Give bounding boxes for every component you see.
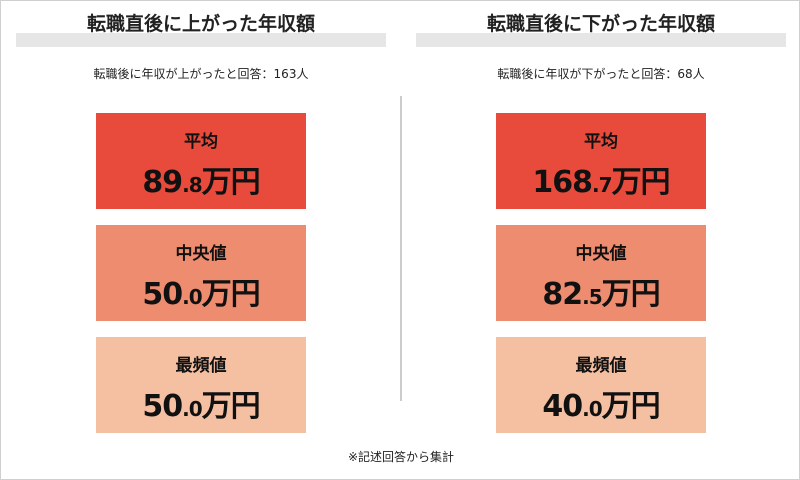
stat-box: 平均 168.7万円 <box>496 113 706 209</box>
stat-unit: 万円 <box>201 389 261 424</box>
stat-value: 50.0万円 <box>96 269 306 313</box>
stat-label: 最頻値 <box>175 356 227 376</box>
stat-value: 82.5万円 <box>496 269 706 313</box>
stat-number: 50.0 <box>142 277 202 312</box>
stat-number: 168.7 <box>532 165 612 200</box>
stat-unit: 万円 <box>201 277 261 312</box>
stat-label: 最頻値 <box>575 356 627 376</box>
panel-title: 転職直後に下がった年収額 <box>486 13 715 35</box>
stat-label: 平均 <box>184 132 218 152</box>
stat-box: 中央値 82.5万円 <box>496 225 706 321</box>
divider <box>400 96 402 401</box>
stat-value: 50.0万円 <box>96 381 306 425</box>
stat-value: 89.8万円 <box>96 157 306 201</box>
stat-label: 中央値 <box>175 244 227 264</box>
stat-unit: 万円 <box>201 165 261 200</box>
stat-box: 平均 89.8万円 <box>96 113 306 209</box>
stat-unit: 万円 <box>611 165 671 200</box>
respondents-note: 転職後に年収が下がったと回答：68人 <box>497 67 705 81</box>
stat-label: 平均 <box>584 132 618 152</box>
footnote: ※記述回答から集計 <box>347 450 455 464</box>
stat-box: 中央値 50.0万円 <box>96 225 306 321</box>
stat-unit: 万円 <box>601 389 661 424</box>
stat-number: 40.0 <box>542 389 602 424</box>
title-bar <box>16 33 386 47</box>
stat-value: 168.7万円 <box>496 157 706 201</box>
respondents-note: 転職後に年収が上がったと回答：163人 <box>93 67 309 81</box>
stat-number: 82.5 <box>542 277 602 312</box>
stat-box: 最頻値 40.0万円 <box>496 337 706 433</box>
stat-value: 40.0万円 <box>496 381 706 425</box>
panel-title: 転職直後に上がった年収額 <box>86 13 315 35</box>
title-bar <box>416 33 786 47</box>
stat-box: 最頻値 50.0万円 <box>96 337 306 433</box>
stat-label: 中央値 <box>575 244 627 264</box>
stat-unit: 万円 <box>601 277 661 312</box>
stat-number: 50.0 <box>142 389 202 424</box>
stat-number: 89.8 <box>142 165 202 200</box>
